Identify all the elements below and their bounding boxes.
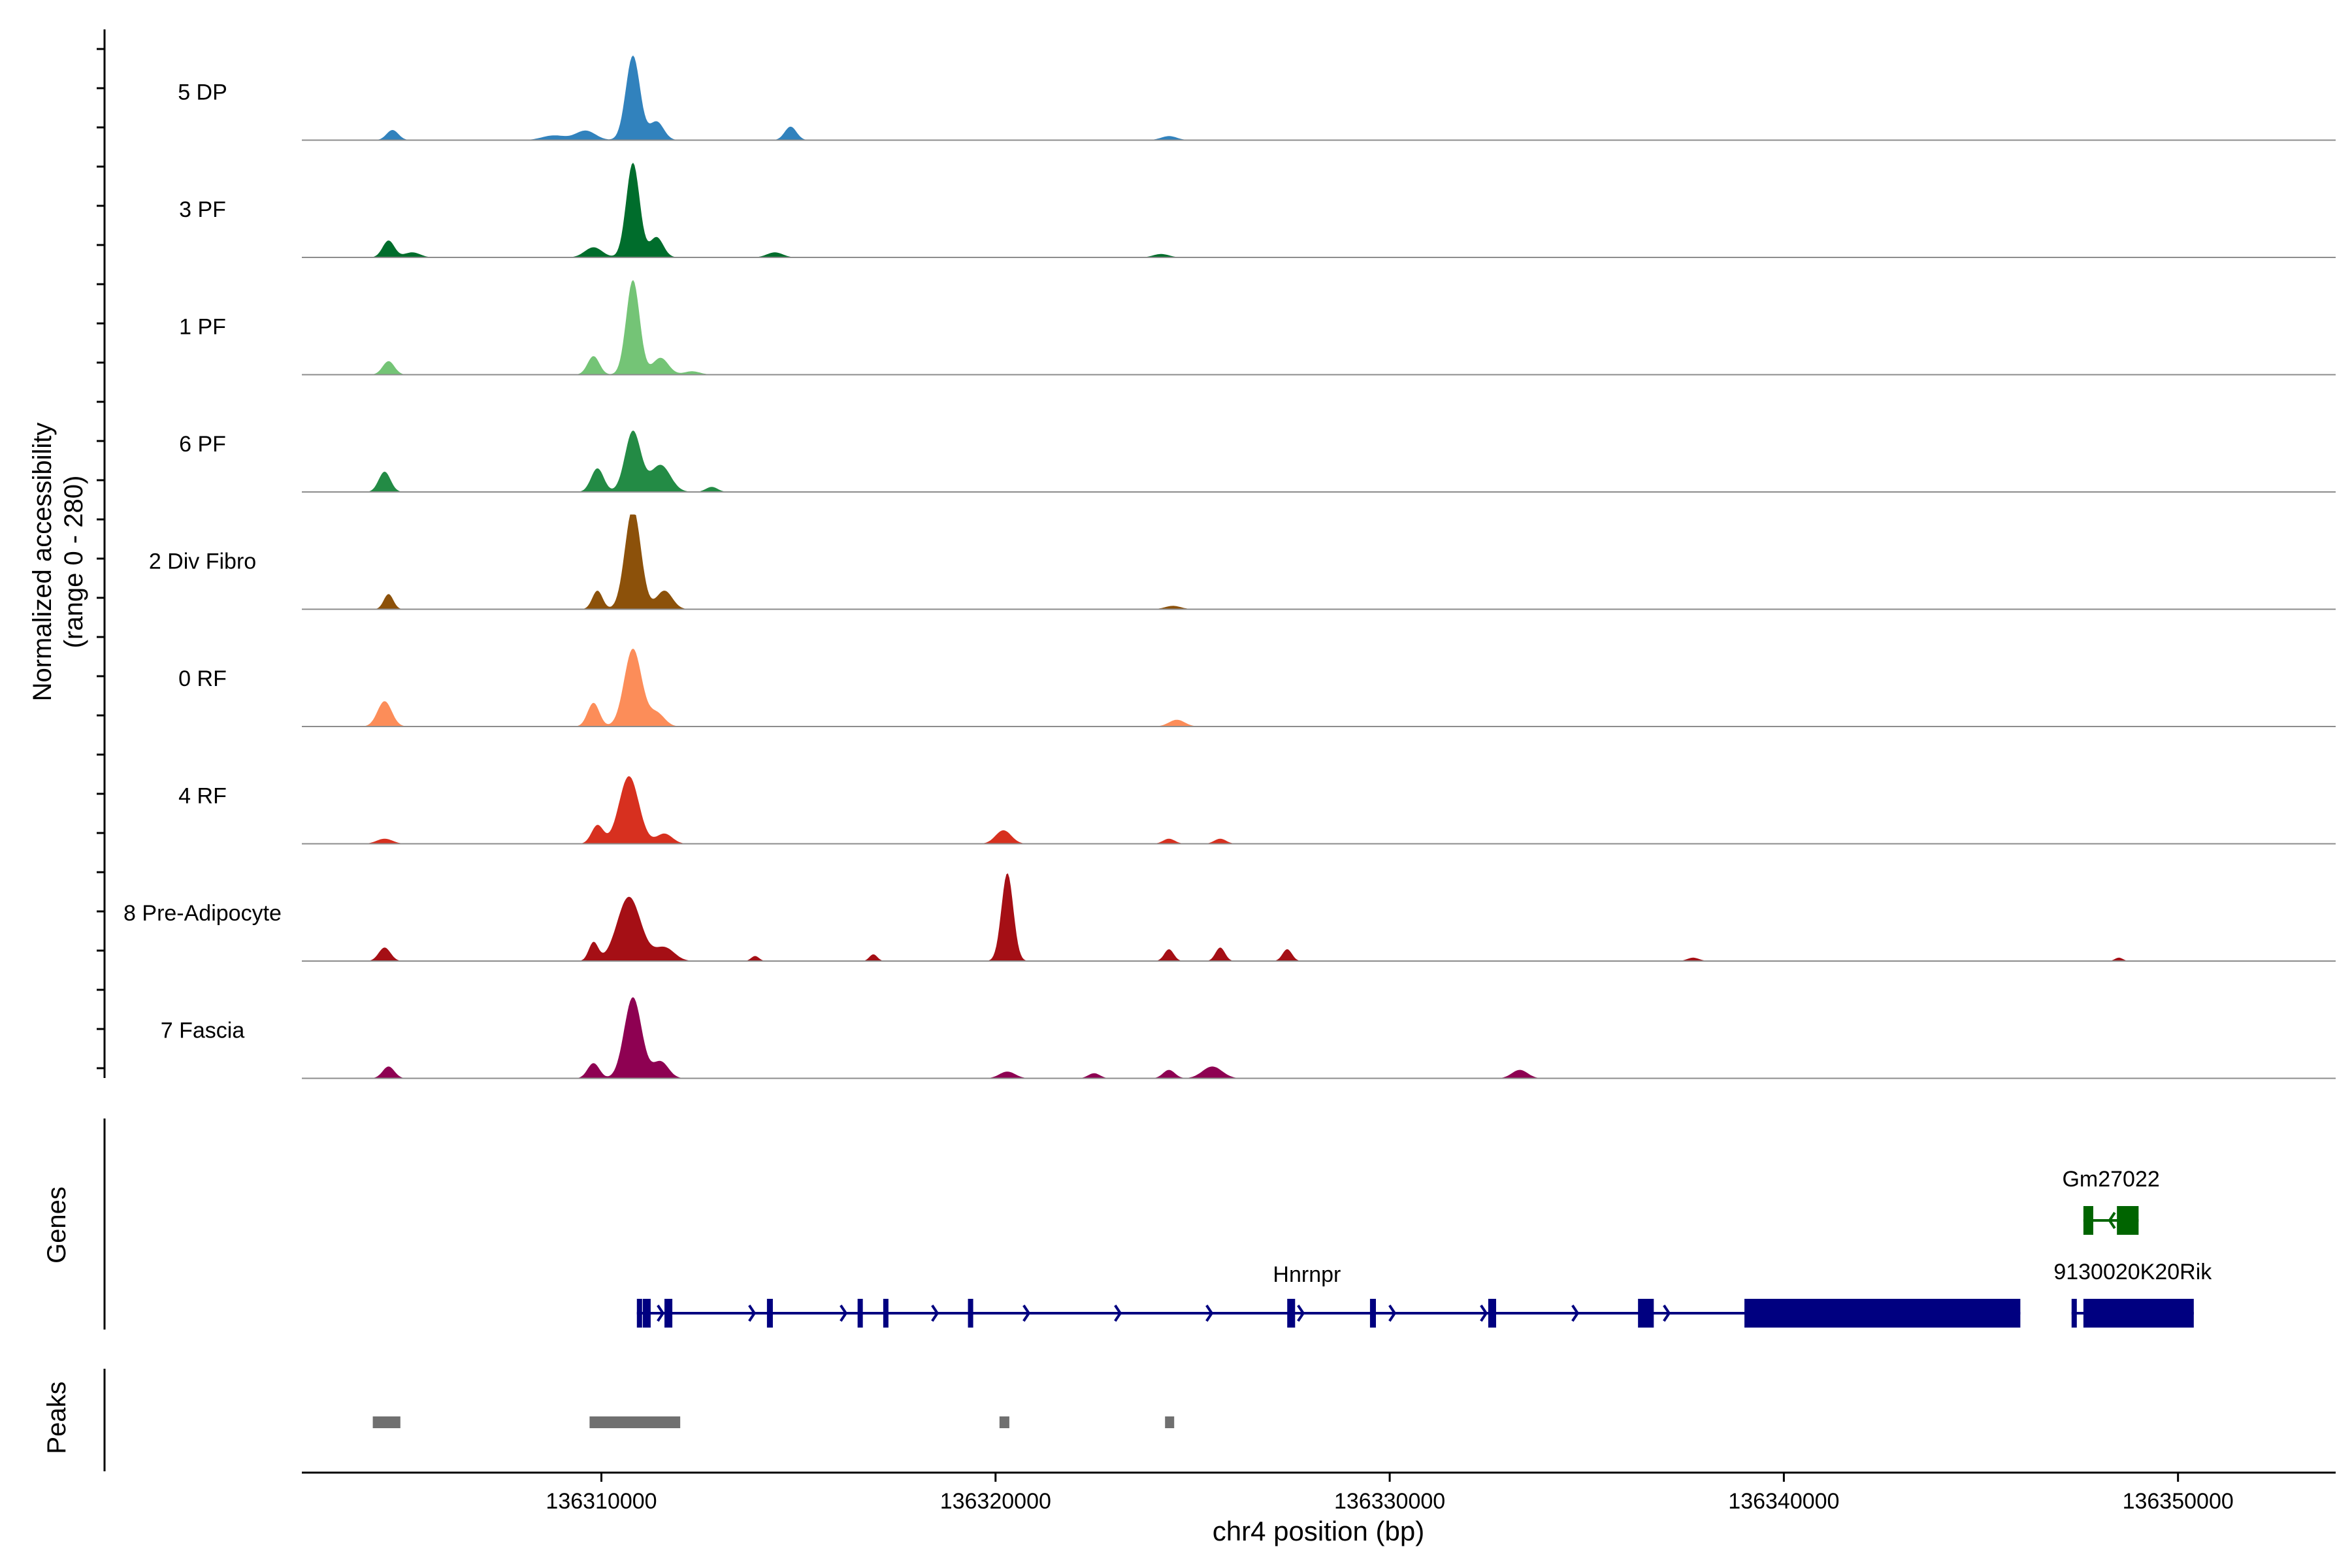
track-label: 5 DP	[178, 80, 227, 105]
exon	[2117, 1206, 2139, 1235]
strand-arrow	[1480, 1304, 1488, 1322]
coverage-tracks: 5 DP 3 PF 1 PF 6 PF 2 Div Fibro 0 RF 4 RF 8 Pre…	[123, 55, 2336, 1079]
coverage-area	[302, 430, 2336, 492]
exon	[883, 1299, 889, 1328]
coverage-area	[302, 997, 2336, 1079]
peak-region	[589, 1416, 681, 1428]
strand-arrow	[1388, 1304, 1397, 1322]
track-label: 3 PF	[179, 197, 226, 222]
track-label: 0 RF	[178, 666, 227, 691]
track-1-pf: 1 PF	[179, 280, 2336, 376]
track-7-fascia: 7 Fascia	[161, 997, 2336, 1079]
peak-region	[1165, 1416, 1175, 1428]
gene-label: Gm27022	[2062, 1167, 2159, 1192]
track-label: 1 PF	[179, 315, 226, 340]
x-tick-label: 136310000	[546, 1489, 657, 1514]
strand-arrow	[931, 1304, 939, 1322]
exon	[636, 1299, 642, 1328]
strand-arrow	[2108, 1211, 2116, 1230]
track-label: 7 Fascia	[161, 1019, 245, 1043]
coverage-area	[302, 55, 2336, 140]
track-5-dp: 5 DP	[178, 55, 2336, 141]
track-2-div-fibro: 2 Div Fibro	[149, 514, 2336, 610]
strand-arrow	[840, 1304, 848, 1322]
coverage-area	[302, 776, 2336, 844]
track-8-pre-adipocyte: 8 Pre-Adipocyte	[123, 873, 2336, 962]
exon	[1488, 1299, 1496, 1328]
track-label: 4 RF	[178, 784, 227, 809]
gene-gm27022: Gm27022	[2062, 1167, 2160, 1235]
peaks-panel-label: Peaks	[42, 1381, 71, 1454]
track-label: 2 Div Fibro	[149, 549, 256, 574]
track-0-rf: 0 RF	[178, 648, 2336, 727]
coverage-area	[302, 648, 2336, 727]
exon	[2071, 1299, 2077, 1328]
track-6-pf: 6 PF	[179, 430, 2336, 493]
exon	[857, 1299, 863, 1328]
track-4-rf: 4 RF	[178, 776, 2336, 845]
exon	[1369, 1299, 1376, 1328]
genes-panel-label: Genes	[42, 1186, 71, 1264]
strand-arrow	[657, 1304, 665, 1322]
gene-hnrnpr: Hnrnpr	[636, 1262, 2021, 1328]
exon	[2083, 1299, 2194, 1328]
y-axis-title: Normalized accessibility	[28, 423, 57, 702]
strand-arrow	[1571, 1304, 1580, 1322]
peak-region	[999, 1416, 1009, 1428]
gene-annotation-track: Hnrnpr 9130020K20Rik Gm27022	[636, 1167, 2212, 1328]
exon	[1638, 1299, 1654, 1328]
gene-label: Hnrnpr	[1273, 1262, 1341, 1287]
exon	[642, 1299, 651, 1328]
peak-region	[372, 1416, 400, 1428]
track-label: 6 PF	[179, 432, 226, 457]
x-tick-label: 136330000	[1334, 1489, 1445, 1514]
coverage-area	[302, 163, 2336, 257]
gene-9130020k20rik: 9130020K20Rik	[2053, 1260, 2212, 1328]
strand-arrow	[1297, 1304, 1305, 1322]
strand-arrow	[1205, 1304, 1214, 1322]
exon	[664, 1299, 673, 1328]
gene-label: 9130020K20Rik	[2053, 1260, 2212, 1284]
exon	[1287, 1299, 1296, 1328]
track-label: 8 Pre-Adipocyte	[123, 901, 282, 926]
x-tick-label: 136320000	[940, 1489, 1051, 1514]
strand-arrow	[748, 1304, 757, 1322]
x-tick-label: 136350000	[2123, 1489, 2234, 1514]
strand-arrow	[1114, 1304, 1122, 1322]
strand-arrow	[1022, 1304, 1031, 1322]
y-axis-range: (range 0 - 280)	[59, 476, 88, 649]
exon	[1744, 1299, 2021, 1328]
exon	[2083, 1206, 2093, 1235]
coverage-area	[302, 280, 2336, 375]
exon	[968, 1299, 973, 1328]
strand-arrow	[1663, 1304, 1671, 1322]
exon	[766, 1299, 773, 1328]
track-3-pf: 3 PF	[179, 163, 2336, 258]
coverage-area	[302, 514, 2336, 610]
x-tick-label: 136340000	[1728, 1489, 1839, 1514]
peaks-track	[372, 1416, 1175, 1428]
coverage-area	[302, 873, 2336, 961]
axes: 136310000 136320000 136330000 136340000 1363…	[97, 29, 2336, 1514]
x-axis-title: chr4 position (bp)	[1213, 1516, 1425, 1546]
